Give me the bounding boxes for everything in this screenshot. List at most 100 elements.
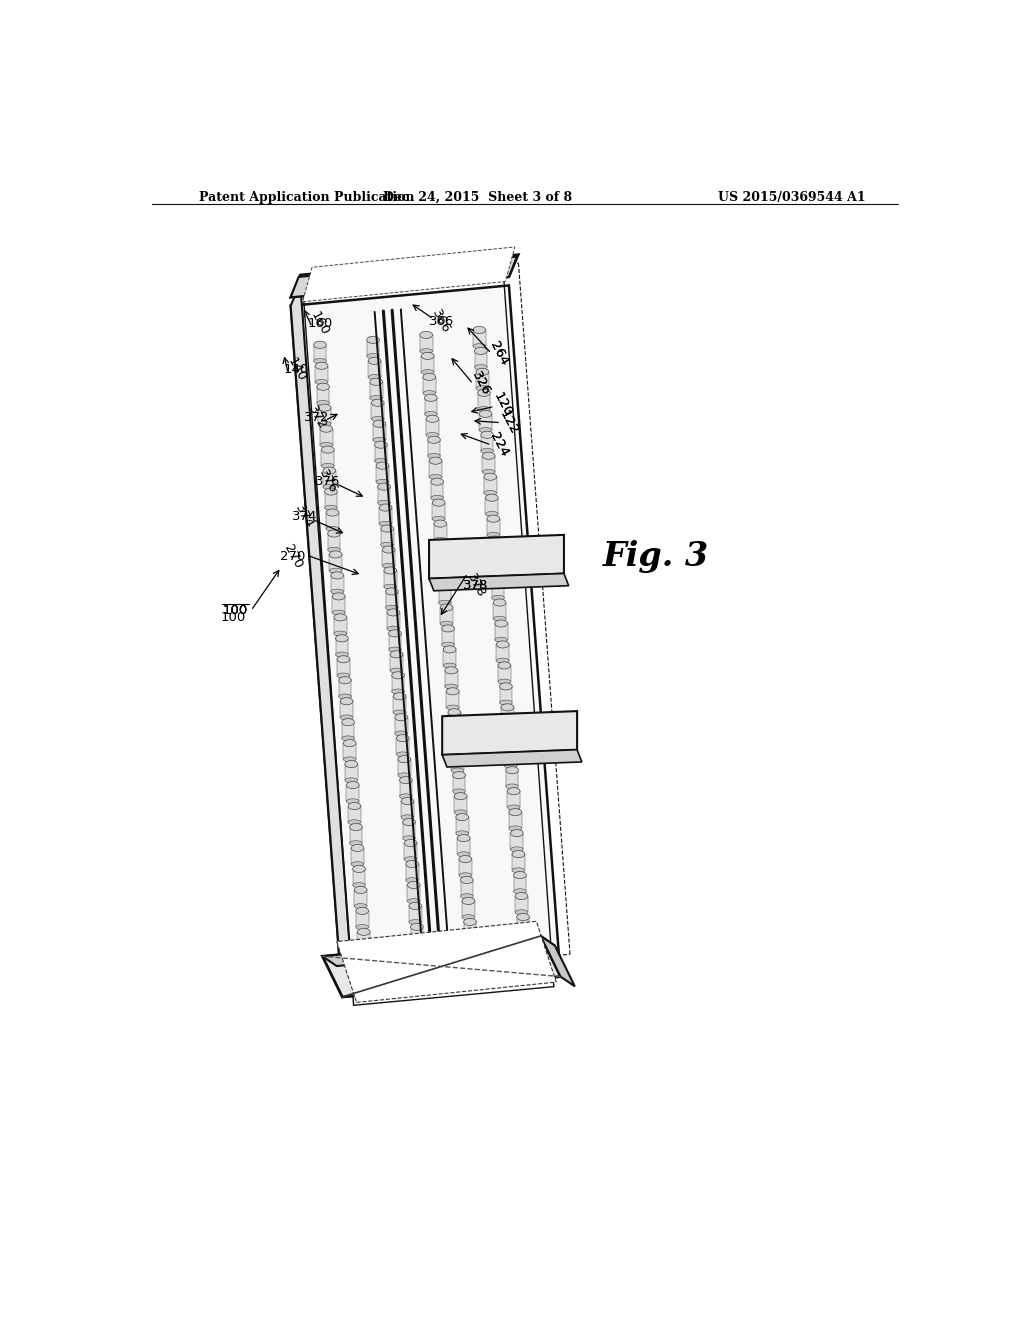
Polygon shape [318, 408, 331, 424]
Polygon shape [464, 921, 476, 939]
Ellipse shape [384, 566, 396, 574]
Polygon shape [378, 487, 390, 503]
Polygon shape [322, 450, 334, 466]
Ellipse shape [520, 956, 532, 962]
Polygon shape [414, 969, 426, 985]
Ellipse shape [450, 747, 462, 752]
Ellipse shape [440, 605, 453, 611]
Ellipse shape [459, 873, 472, 878]
Ellipse shape [447, 726, 461, 731]
Polygon shape [507, 791, 520, 808]
Polygon shape [291, 285, 560, 997]
Polygon shape [503, 729, 515, 744]
Ellipse shape [464, 919, 476, 925]
Polygon shape [450, 733, 462, 750]
Ellipse shape [384, 585, 396, 589]
Ellipse shape [503, 742, 515, 747]
Ellipse shape [495, 620, 508, 627]
Polygon shape [401, 801, 414, 817]
Polygon shape [385, 591, 398, 607]
Ellipse shape [458, 851, 470, 857]
Polygon shape [395, 717, 408, 734]
Ellipse shape [360, 970, 374, 977]
Polygon shape [420, 335, 432, 351]
Polygon shape [541, 936, 574, 986]
Polygon shape [515, 896, 528, 912]
Ellipse shape [487, 532, 500, 537]
Ellipse shape [409, 903, 422, 909]
Polygon shape [323, 936, 560, 997]
Ellipse shape [509, 809, 521, 816]
Ellipse shape [494, 599, 506, 606]
Ellipse shape [313, 342, 327, 348]
Ellipse shape [446, 705, 459, 710]
Polygon shape [428, 440, 440, 455]
Ellipse shape [497, 659, 509, 663]
Text: 376: 376 [316, 467, 340, 496]
Ellipse shape [443, 663, 456, 668]
Ellipse shape [488, 536, 502, 543]
Ellipse shape [467, 978, 479, 982]
Ellipse shape [446, 688, 459, 694]
Polygon shape [432, 503, 445, 519]
Polygon shape [389, 634, 401, 649]
Ellipse shape [354, 904, 367, 908]
Ellipse shape [404, 857, 417, 862]
Ellipse shape [322, 446, 334, 453]
Ellipse shape [387, 626, 399, 631]
Polygon shape [490, 561, 503, 577]
Polygon shape [387, 612, 399, 628]
Ellipse shape [511, 829, 523, 837]
Ellipse shape [339, 677, 351, 684]
Polygon shape [431, 482, 443, 498]
Ellipse shape [401, 797, 414, 805]
Polygon shape [340, 701, 353, 718]
Polygon shape [382, 549, 395, 566]
Ellipse shape [429, 457, 442, 465]
Ellipse shape [392, 689, 404, 694]
Ellipse shape [319, 442, 333, 447]
Polygon shape [444, 671, 458, 686]
Polygon shape [352, 869, 366, 886]
Polygon shape [393, 696, 407, 713]
Ellipse shape [325, 506, 337, 511]
Ellipse shape [356, 924, 369, 929]
Polygon shape [291, 284, 352, 997]
Polygon shape [461, 880, 473, 896]
Ellipse shape [402, 818, 416, 825]
Ellipse shape [376, 479, 389, 484]
Ellipse shape [495, 638, 508, 643]
Polygon shape [465, 942, 478, 960]
Ellipse shape [402, 836, 416, 841]
Ellipse shape [385, 587, 398, 595]
Polygon shape [520, 958, 532, 975]
Ellipse shape [485, 494, 498, 502]
Ellipse shape [441, 624, 455, 632]
Ellipse shape [401, 814, 414, 820]
Text: 376: 376 [315, 475, 341, 488]
Text: 100: 100 [222, 605, 248, 618]
Text: 264: 264 [487, 339, 511, 368]
Polygon shape [354, 890, 367, 906]
Text: 120: 120 [490, 391, 514, 418]
Ellipse shape [356, 907, 369, 915]
Ellipse shape [487, 515, 500, 523]
Ellipse shape [322, 463, 334, 469]
Ellipse shape [484, 473, 497, 480]
Polygon shape [511, 833, 523, 849]
Text: 270: 270 [281, 550, 306, 564]
Ellipse shape [452, 768, 464, 774]
Ellipse shape [477, 389, 490, 396]
Ellipse shape [507, 805, 520, 810]
Polygon shape [348, 807, 360, 822]
Ellipse shape [504, 746, 517, 752]
Polygon shape [399, 780, 413, 796]
Ellipse shape [476, 368, 488, 375]
Ellipse shape [369, 358, 381, 364]
Polygon shape [319, 429, 333, 445]
Ellipse shape [441, 642, 455, 647]
Ellipse shape [346, 781, 359, 788]
Polygon shape [316, 387, 330, 403]
Ellipse shape [482, 470, 495, 475]
Ellipse shape [370, 379, 383, 385]
